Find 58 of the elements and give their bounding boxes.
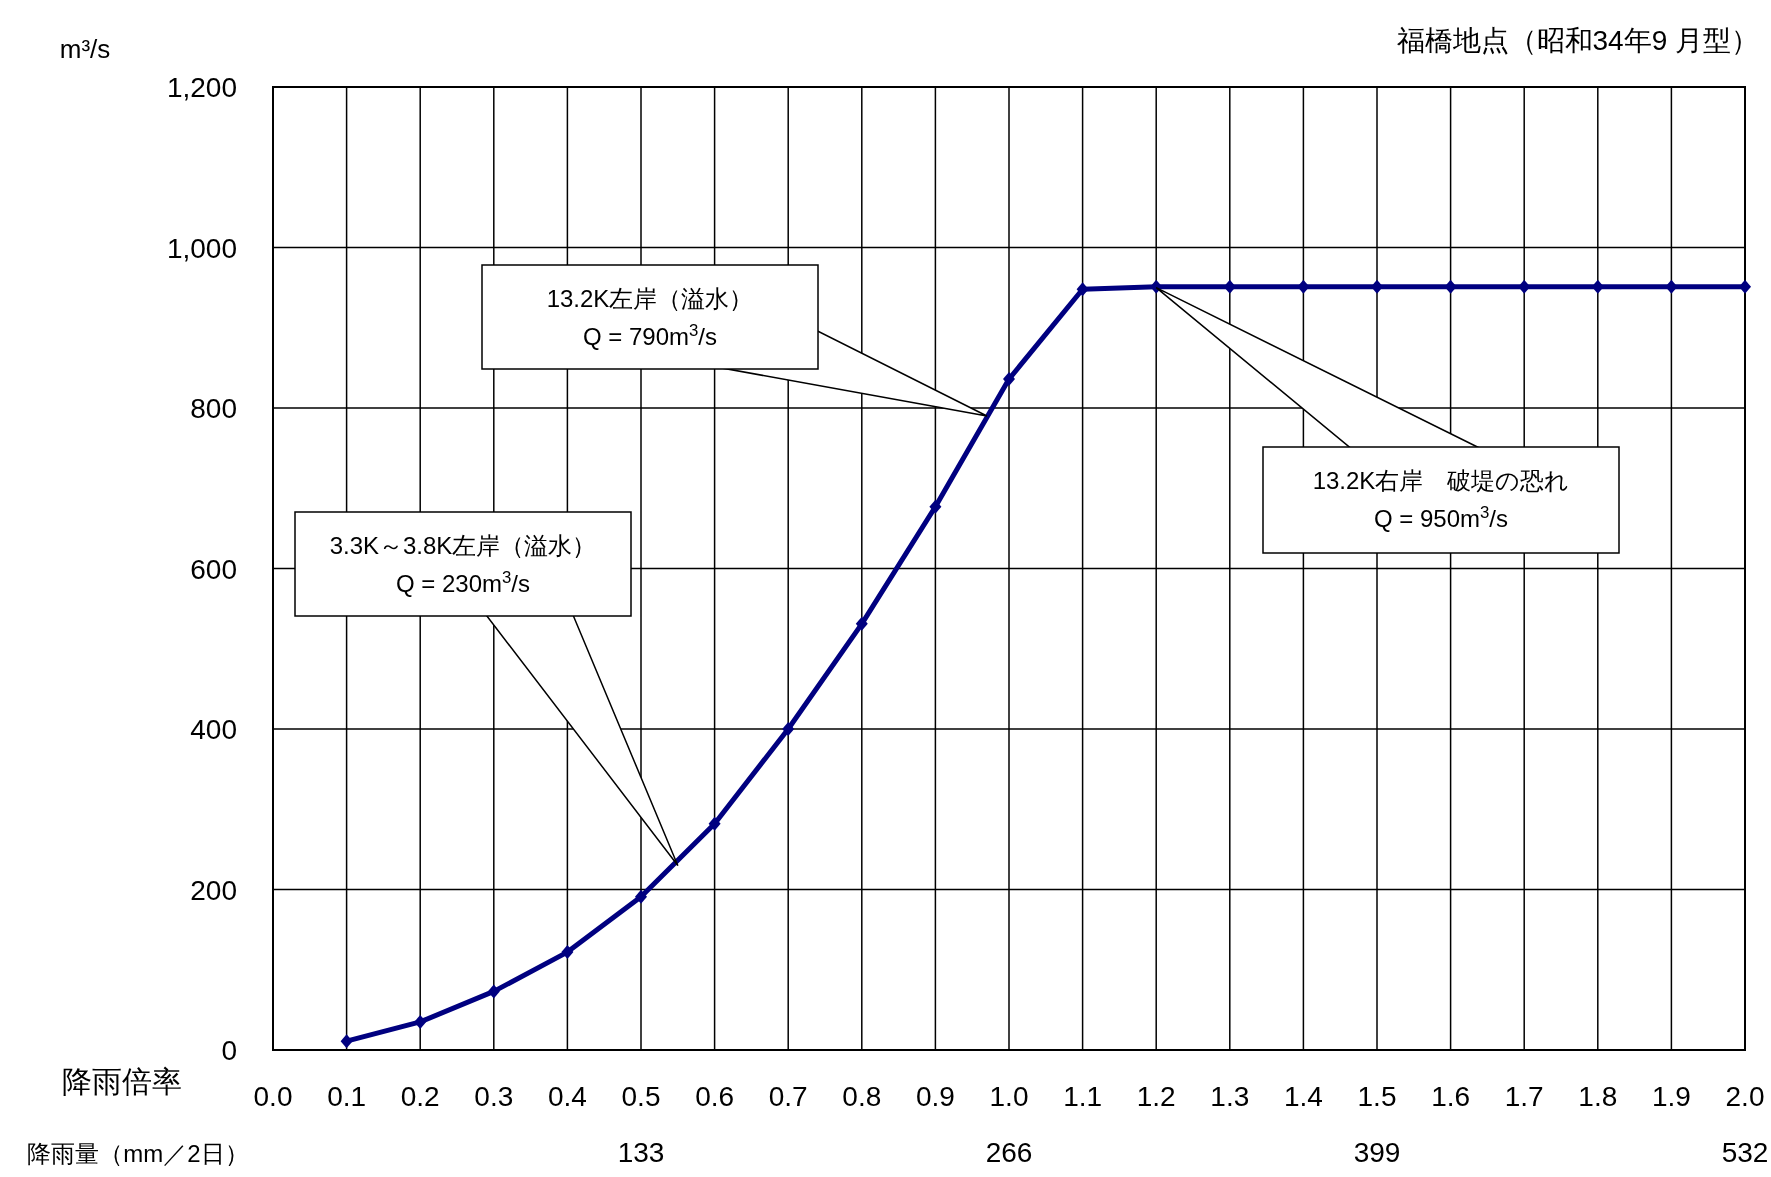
x-tick-label: 0.3 bbox=[474, 1081, 514, 1112]
x-tick-label: 1.8 bbox=[1578, 1081, 1618, 1112]
point bbox=[855, 616, 868, 631]
x-axis-title: 降雨倍率 bbox=[62, 1065, 182, 1098]
y-axis-title: m³/s bbox=[59, 34, 111, 64]
x2-tick-label: 133 bbox=[617, 1137, 665, 1168]
y-tick-label: 0 bbox=[221, 1035, 237, 1066]
point bbox=[708, 816, 721, 831]
y-tick-label: 200 bbox=[190, 874, 237, 906]
point bbox=[1591, 279, 1604, 294]
point bbox=[1444, 279, 1457, 294]
x-tick-label: 1.5 bbox=[1357, 1081, 1397, 1112]
point bbox=[340, 1034, 353, 1049]
y-tick-label: 1,200 bbox=[166, 72, 237, 103]
point bbox=[1665, 279, 1678, 294]
point bbox=[1371, 279, 1383, 294]
point bbox=[1297, 279, 1310, 294]
x-tick-label: 0.5 bbox=[621, 1081, 661, 1112]
annotation: 3.3K～3.8K左岸（溢水） Q = 230m$^{3}$/s bbox=[329, 532, 597, 597]
x-tick-label: 1.7 bbox=[1504, 1081, 1544, 1112]
x-tick-label: 1.6 bbox=[1431, 1081, 1471, 1112]
point bbox=[1076, 282, 1089, 297]
y-tick-label: 600 bbox=[190, 553, 237, 585]
point bbox=[1518, 279, 1531, 294]
x2-tick-label: 266 bbox=[985, 1137, 1033, 1168]
x-tick-label: 1.3 bbox=[1210, 1081, 1250, 1112]
point bbox=[1003, 372, 1015, 387]
x-tick-label: 0.6 bbox=[695, 1081, 735, 1112]
point bbox=[929, 499, 942, 514]
chart-title: 福橋地点（昭和34年9 月型） bbox=[1396, 25, 1759, 56]
x-tick-label: 1.4 bbox=[1283, 1081, 1323, 1112]
point bbox=[782, 722, 795, 736]
x-tick-label: 0.4 bbox=[547, 1081, 587, 1112]
point bbox=[414, 1014, 427, 1029]
y-tick-label: 400 bbox=[190, 714, 237, 745]
annotation: 13.2K左岸（溢水） Q = 790m$^{3}$/s bbox=[546, 285, 754, 350]
annotation: 13.2K右岸 破堤の恐れ Q = 950m$^{3}$/s bbox=[1312, 467, 1570, 532]
x-tick-label: 0.8 bbox=[842, 1081, 882, 1112]
x-tick-label: 0.0 bbox=[253, 1081, 293, 1112]
x-tick-label: 1.9 bbox=[1651, 1081, 1691, 1112]
point bbox=[561, 945, 574, 960]
x-tick-label: 0.2 bbox=[400, 1081, 440, 1112]
x-tick-label: 1.1 bbox=[1063, 1081, 1103, 1112]
point bbox=[1223, 279, 1236, 294]
x-tick-label: 1.0 bbox=[989, 1081, 1029, 1112]
point bbox=[487, 984, 500, 999]
x-tick-label: 0.7 bbox=[768, 1081, 808, 1112]
point bbox=[1739, 279, 1751, 294]
y-tick-label: 1,000 bbox=[166, 232, 237, 264]
x-tick-label: 0.1 bbox=[327, 1081, 367, 1112]
x2-tick-label: 532 bbox=[1721, 1137, 1769, 1168]
y-tick-label: 800 bbox=[190, 393, 237, 424]
x-tick-label: 0.9 bbox=[915, 1081, 955, 1112]
x-tick-label: 1.2 bbox=[1136, 1081, 1176, 1112]
point bbox=[635, 889, 647, 904]
x-tick-label: 2.0 bbox=[1725, 1081, 1765, 1112]
x2-tick-label: 399 bbox=[1353, 1137, 1401, 1168]
x2-axis-title: 降雨量（mm／2日） bbox=[27, 1140, 249, 1167]
